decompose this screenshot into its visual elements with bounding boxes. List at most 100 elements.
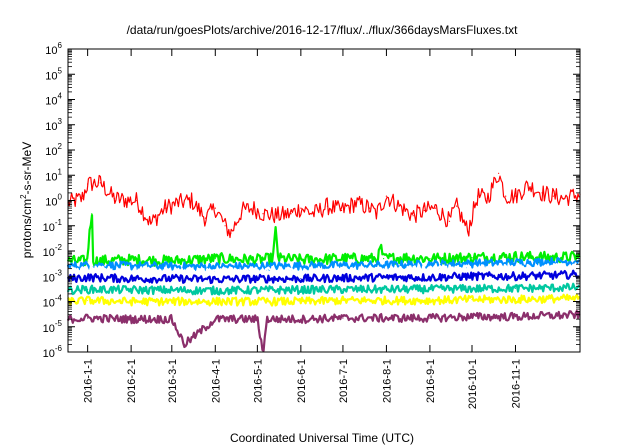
series-8-point xyxy=(429,317,431,319)
series-2-point xyxy=(429,258,431,260)
x-tick-label: 2016-7-1 xyxy=(338,359,350,403)
series-2-point xyxy=(256,259,258,261)
series-5-point xyxy=(471,275,473,277)
series-1-point xyxy=(541,192,543,194)
series-1-point xyxy=(190,199,192,202)
series-5-point xyxy=(214,278,216,280)
series-6-point xyxy=(87,288,89,291)
series-7-point xyxy=(557,298,559,300)
series-2-point xyxy=(405,257,407,259)
series-1-point xyxy=(434,207,437,209)
y-axis-label: protons/cm2-s-sr-MeV xyxy=(19,142,34,258)
x-tick-label: 2016-10-1 xyxy=(467,359,479,409)
series-6-point xyxy=(130,289,132,291)
series-3-point xyxy=(429,263,431,265)
series-6-point xyxy=(300,289,302,291)
series-8-point xyxy=(87,317,89,319)
series-2-point xyxy=(214,258,216,260)
series-1-point xyxy=(150,223,152,225)
series-1-point xyxy=(340,209,343,212)
series-8-point xyxy=(183,343,185,345)
series-8-point xyxy=(130,318,132,320)
series-8-point xyxy=(471,316,473,318)
series-2-point xyxy=(91,213,93,215)
series-3-point xyxy=(471,262,473,265)
series-2-point xyxy=(380,246,382,248)
series-1-point xyxy=(505,195,507,197)
series-7-point xyxy=(429,299,431,302)
series-layer xyxy=(66,172,581,352)
series-line-4 xyxy=(66,262,581,278)
series-3-point xyxy=(385,264,387,266)
series-2-point xyxy=(471,257,473,259)
series-line-6 xyxy=(66,282,581,296)
series-1-point xyxy=(300,207,302,209)
series-7-point xyxy=(256,300,258,303)
series-2-point xyxy=(171,260,173,262)
series-8-point xyxy=(262,350,264,352)
x-tick-label: 2016-1-1 xyxy=(83,359,95,403)
series-1-point xyxy=(99,182,101,184)
series-5-point xyxy=(87,276,89,278)
series-1-point xyxy=(467,230,469,232)
x-tick-label: 2016-11-1 xyxy=(511,359,523,408)
series-1-point xyxy=(355,202,357,204)
series-4-point xyxy=(385,269,387,271)
x-axis: 2016-1-1 2016-2-1 2016-3-1 2016-4-1 2016-5-1… xyxy=(83,49,523,409)
series-1-point xyxy=(562,197,564,200)
series-8-point xyxy=(157,318,159,320)
series-8-point xyxy=(171,318,173,320)
series-8-point xyxy=(342,317,344,319)
series-6-point xyxy=(429,288,431,290)
x-tick-label: 2016-8-1 xyxy=(381,359,393,403)
series-1-point xyxy=(136,199,138,202)
series-1-point xyxy=(369,207,371,209)
series-8-point xyxy=(385,317,387,319)
series-line-7 xyxy=(67,293,581,307)
series-1-point xyxy=(326,205,329,207)
series-7-point xyxy=(385,299,387,302)
series-3-point xyxy=(87,264,89,266)
series-1-point xyxy=(398,205,400,207)
series-6-point xyxy=(342,288,344,291)
series-4-point xyxy=(171,271,173,273)
series-1-point xyxy=(176,202,178,204)
series-2-point xyxy=(277,258,279,260)
series-6-point xyxy=(171,289,173,291)
series-4-point xyxy=(214,272,216,274)
series-4-point xyxy=(130,270,132,272)
series-4-point xyxy=(87,269,89,271)
series-5-point xyxy=(557,274,559,276)
series-2-point xyxy=(92,260,94,262)
series-8-point xyxy=(266,318,268,320)
series-6-point xyxy=(385,288,387,291)
x-tick-label: 2016-3-1 xyxy=(167,359,179,403)
series-1-point xyxy=(87,183,89,185)
series-4-point xyxy=(256,271,258,273)
x-tick-label: 2016-6-1 xyxy=(296,359,308,403)
series-1-point xyxy=(514,195,517,197)
series-5-point xyxy=(514,275,517,277)
series-5-point xyxy=(256,278,258,280)
series-1-point xyxy=(527,184,529,186)
series-3-point xyxy=(130,265,132,267)
series-5-point xyxy=(300,278,302,280)
series-7-point xyxy=(87,299,89,302)
series-3-point xyxy=(300,265,302,267)
series-2-point xyxy=(130,259,132,261)
x-tick-label: 2016-5-1 xyxy=(252,359,264,403)
x-tick-label: 2016-9-1 xyxy=(425,359,437,403)
series-1-point xyxy=(456,205,458,207)
series-1-point xyxy=(224,225,226,227)
series-5-point xyxy=(130,278,132,280)
series-line-8 xyxy=(66,309,581,352)
series-2-point xyxy=(300,259,302,261)
series-2-point xyxy=(275,230,277,232)
series-5-point xyxy=(342,277,344,279)
series-8-point xyxy=(557,314,559,317)
series-1-point xyxy=(552,195,554,197)
series-7-point xyxy=(471,298,473,301)
series-4-point xyxy=(557,267,559,269)
series-1-point xyxy=(448,220,451,222)
